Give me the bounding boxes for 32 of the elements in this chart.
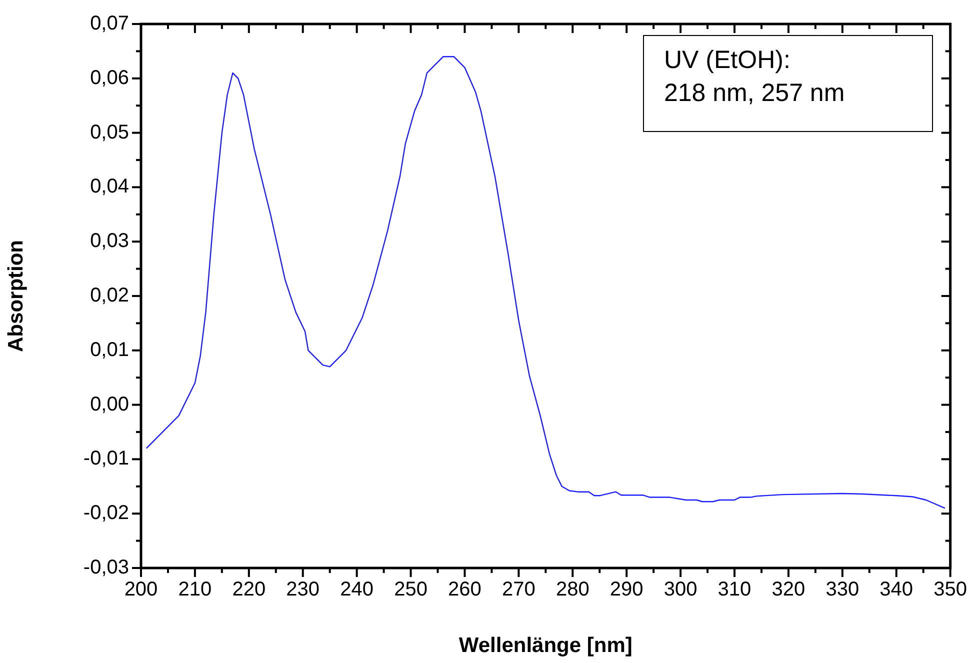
x-tick-label: 220	[232, 578, 266, 601]
x-tick-label: 320	[772, 578, 806, 601]
x-tick-label: 210	[178, 578, 212, 601]
y-tick-label: 0,02	[90, 284, 129, 307]
x-tick-label: 290	[610, 578, 644, 601]
y-tick-label: -0,03	[83, 556, 129, 579]
y-tick-label: 0,00	[90, 393, 129, 416]
x-tick-label: 240	[340, 578, 374, 601]
y-tick-label: 0,06	[90, 66, 129, 89]
annotation: UV (EtOH):	[664, 45, 792, 76]
y-tick-label: -0,01	[83, 448, 129, 470]
y-tick-label: 0,07	[90, 12, 129, 35]
x-tick-label: 300	[664, 578, 698, 601]
annotation: 218 nm, 257 nm	[664, 78, 846, 109]
x-tick-label: 250	[394, 578, 428, 601]
y-axis-title: Absorption	[4, 240, 28, 352]
x-tick-label: 330	[826, 578, 860, 601]
y-tick-label: 0,05	[90, 121, 129, 144]
y-tick-label: -0,02	[83, 502, 129, 524]
x-tick-label: 350	[934, 578, 968, 601]
y-tick-label: 0,04	[90, 176, 129, 198]
x-tick-label: 340	[880, 578, 914, 601]
x-tick-label: 270	[502, 578, 536, 601]
x-tick-label: 200	[124, 578, 158, 601]
x-tick-label: 280	[556, 578, 590, 601]
x-tick-label: 310	[718, 578, 752, 601]
y-tick-label: 0,03	[90, 230, 129, 252]
x-tick-label: 230	[286, 578, 320, 601]
x-tick-label: 260	[448, 578, 482, 601]
y-tick-label: 0,01	[90, 338, 129, 361]
note-frame: UV (EtOH): 218 nm, 257 nm	[643, 35, 933, 132]
x-axis-title: Wellenlänge [nm]	[458, 634, 632, 658]
